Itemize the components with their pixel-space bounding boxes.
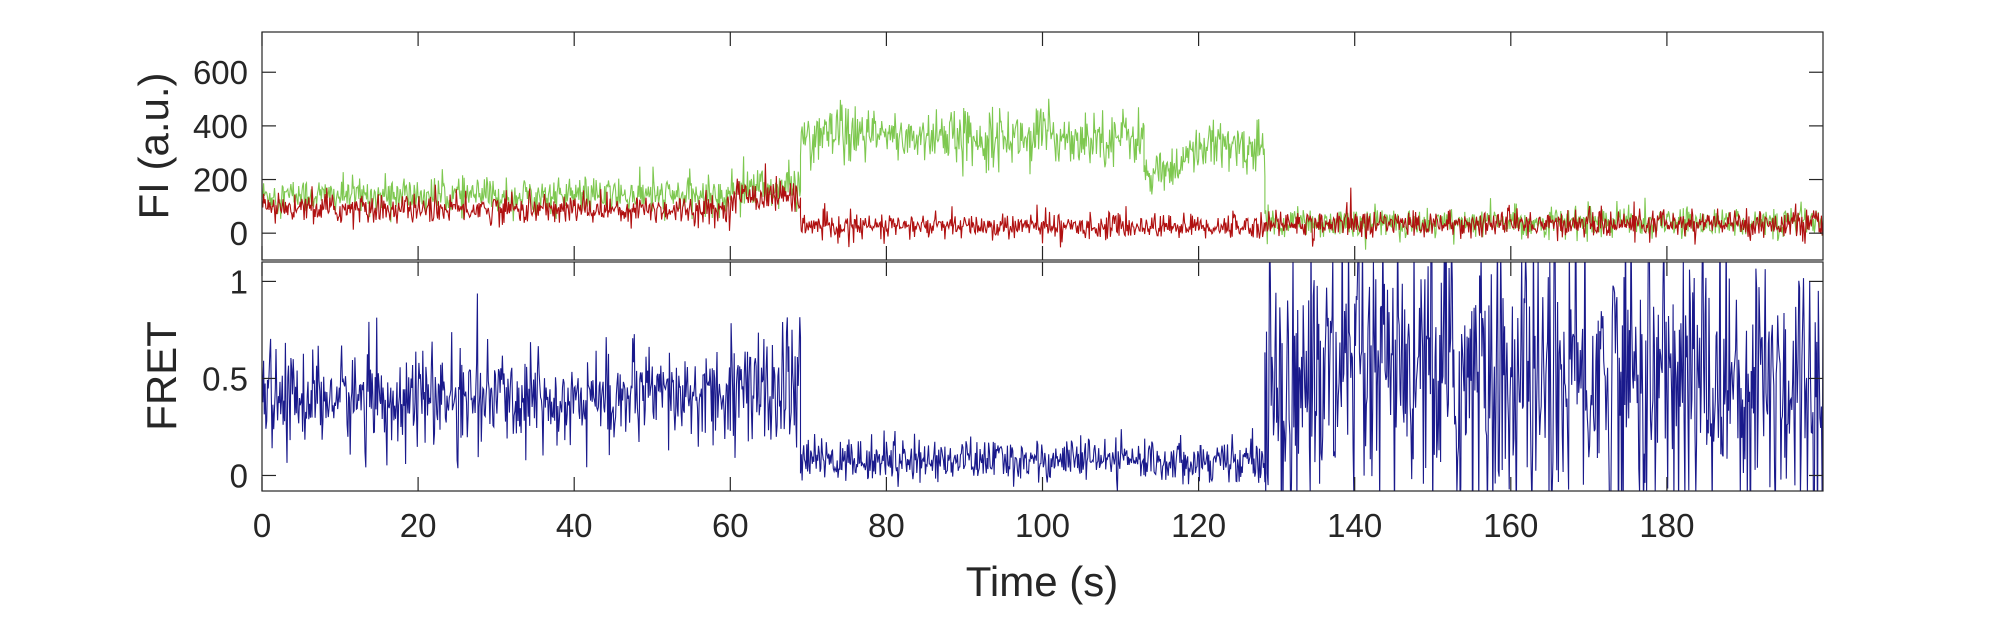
y-tick-label: 0 [230,215,248,252]
y-tick-label: 0.5 [202,360,248,397]
x-tick-label: 40 [556,507,593,544]
series-line-donor [262,98,1823,250]
intensity-traces [262,98,1823,250]
time-x-label: Time (s) [966,558,1118,605]
x-tick-label: 0 [253,507,271,544]
x-tick-label: 20 [400,507,437,544]
x-tick-label: 60 [712,507,749,544]
x-tick-label: 180 [1639,507,1694,544]
y-tick-label: 600 [193,54,248,91]
fret-x-ticks: 0 20 40 60 80 100 120 140 160 180 [253,32,1694,544]
fret-traces [262,262,1823,491]
fret-y-ticks: 00.51 [202,263,1823,494]
x-tick-label: 80 [868,507,905,544]
fret-panel: 00.51 0 20 40 60 80 100 120 140 160 180 FRET Time… [138,32,1824,605]
intensity-y-label: FI (a.u.) [130,72,177,219]
fret-y-label: FRET [138,321,185,431]
y-tick-label: 0 [230,457,248,494]
x-tick-label: 140 [1327,507,1382,544]
fret-axes-box [261,261,1824,492]
series-line-fret [262,262,1823,491]
series-line-acceptor [262,163,1823,248]
x-tick-label: 100 [1015,507,1070,544]
y-tick-label: 1 [230,263,248,300]
intensity-y-ticks: 0 200 400 600 [193,54,1823,252]
y-tick-label: 400 [193,108,248,145]
x-tick-label: 120 [1171,507,1226,544]
x-tick-label: 160 [1483,507,1538,544]
y-tick-label: 200 [193,162,248,199]
